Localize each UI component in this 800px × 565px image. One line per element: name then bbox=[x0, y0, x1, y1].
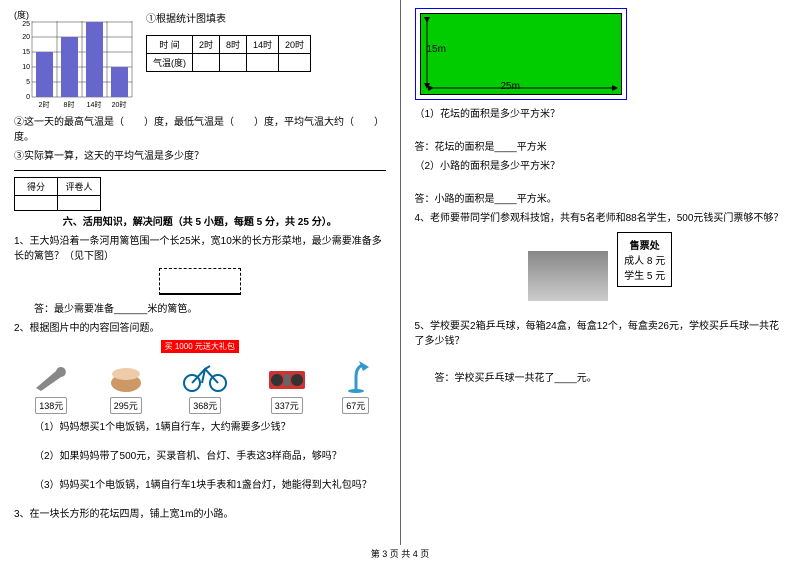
q2-2: （2）如果妈妈带了500元，买录音机、台灯、手表这3样商品，够吗？ bbox=[34, 449, 386, 464]
svg-text:8时: 8时 bbox=[64, 100, 75, 109]
item-rice-cooker: 295元 bbox=[89, 363, 164, 414]
question-3: 3、在一块长方形的花坛四周，铺上宽1m的小路。 bbox=[14, 507, 386, 522]
price: 67元 bbox=[342, 397, 369, 414]
question-2: 2、根据图片中的内容回答问题。 bbox=[14, 321, 386, 336]
question-4: 4、老师要带同学们参观科技馆，共有5名老师和88名学生，500元钱买门票够不够？ bbox=[415, 211, 787, 226]
q2-3: （3）妈妈买1个电饭锅，1辆自行车1块手表和1盏台灯，她能得到大礼包吗？ bbox=[34, 478, 386, 493]
score-label: 得分 bbox=[15, 178, 58, 196]
chart-title: ①根据统计图填表 bbox=[146, 12, 311, 27]
price: 368元 bbox=[189, 397, 221, 414]
q1-answer: 答：最少需要准备______米的篱笆。 bbox=[34, 302, 386, 317]
items-row: 138元 295元 368元 337元 67元 bbox=[14, 359, 386, 414]
svg-text:15: 15 bbox=[22, 49, 30, 56]
q3-2: （2）小路的面积是多少平方米？ bbox=[415, 159, 787, 174]
question-5: 5、学校要买2箱乒乓球，每箱24盒，每盒12个，每盒卖26元，学校买乒乓球一共花… bbox=[415, 319, 787, 349]
price: 337元 bbox=[271, 397, 303, 414]
th-time: 时 间 bbox=[147, 36, 193, 54]
svg-text:5: 5 bbox=[26, 79, 30, 86]
c1: 2时 bbox=[193, 36, 220, 54]
ticket-box: 售票处 成人 8 元 学生 5 元 bbox=[617, 232, 672, 287]
item-radio: 337元 bbox=[248, 363, 327, 414]
item-wrench: 138元 bbox=[14, 363, 89, 414]
ticket-adult: 成人 8 元 bbox=[624, 252, 665, 267]
svg-text:14时: 14时 bbox=[87, 100, 102, 109]
item-lamp: 67元 bbox=[326, 359, 386, 414]
section-6-title: 六、活用知识，解决问题（共 5 小题，每题 5 分，共 25 分）。 bbox=[14, 215, 386, 230]
bar-chart: (度) 0510 15202 bbox=[14, 8, 134, 111]
right-column: 15m 25m （1）花坛的面积是多少平方米？ 答：花坛的面积是____平方米 … bbox=[401, 0, 800, 545]
c4: 20时 bbox=[279, 36, 311, 54]
museum-photo bbox=[528, 251, 608, 301]
q3-1: （1）花坛的面积是多少平方米？ bbox=[415, 107, 787, 122]
svg-text:0: 0 bbox=[26, 94, 30, 101]
c3: 14时 bbox=[247, 36, 279, 54]
ticket-title: 售票处 bbox=[624, 237, 665, 252]
svg-text:25: 25 bbox=[22, 21, 30, 28]
question-1: 1、王大妈沿着一条河用篱笆围一个长25米，宽10米的长方形菜地，最少需要准备多长… bbox=[14, 234, 386, 264]
page-footer: 第 3 页 共 4 页 bbox=[0, 545, 800, 560]
svg-text:10: 10 bbox=[22, 64, 30, 71]
q-chart-2: ②这一天的最高气温是（ ）度，最低气温是（ ）度，平均气温大约（ ）度。 bbox=[14, 115, 386, 145]
th-temp: 气温(度) bbox=[147, 54, 193, 72]
price: 138元 bbox=[35, 397, 67, 414]
price: 295元 bbox=[110, 397, 142, 414]
grader-label: 评卷人 bbox=[58, 178, 101, 196]
temp-table: 时 间 2时 8时 14时 20时 气温(度) bbox=[146, 35, 311, 72]
item-bicycle: 368元 bbox=[163, 359, 248, 414]
left-column: (度) 0510 15202 bbox=[0, 0, 401, 545]
q5-answer: 答：学校买乒乓球一共花了____元。 bbox=[435, 371, 787, 386]
ticket-student: 学生 5 元 bbox=[624, 267, 665, 282]
svg-text:2时: 2时 bbox=[39, 100, 50, 109]
svg-text:20: 20 bbox=[22, 34, 30, 41]
fence-diagram bbox=[14, 268, 386, 298]
q3-2-ans: 答：小路的面积是____平方米。 bbox=[415, 192, 787, 207]
promo-banner: 买 1000 元送大礼包 bbox=[161, 340, 239, 353]
c2: 8时 bbox=[220, 36, 247, 54]
q3-1-ans: 答：花坛的面积是____平方米 bbox=[415, 140, 787, 155]
svg-text:20时: 20时 bbox=[112, 100, 127, 109]
garden-diagram: 15m 25m bbox=[415, 8, 627, 100]
score-table: 得分 评卷人 bbox=[14, 177, 101, 211]
y-axis-label: (度) bbox=[14, 8, 134, 21]
q-chart-3: ③实际算一算，这天的平均气温是多少度？ bbox=[14, 149, 386, 164]
q2-1: （1）妈妈想买1个电饭锅，1辆自行车，大约需要多少钱？ bbox=[34, 420, 386, 435]
